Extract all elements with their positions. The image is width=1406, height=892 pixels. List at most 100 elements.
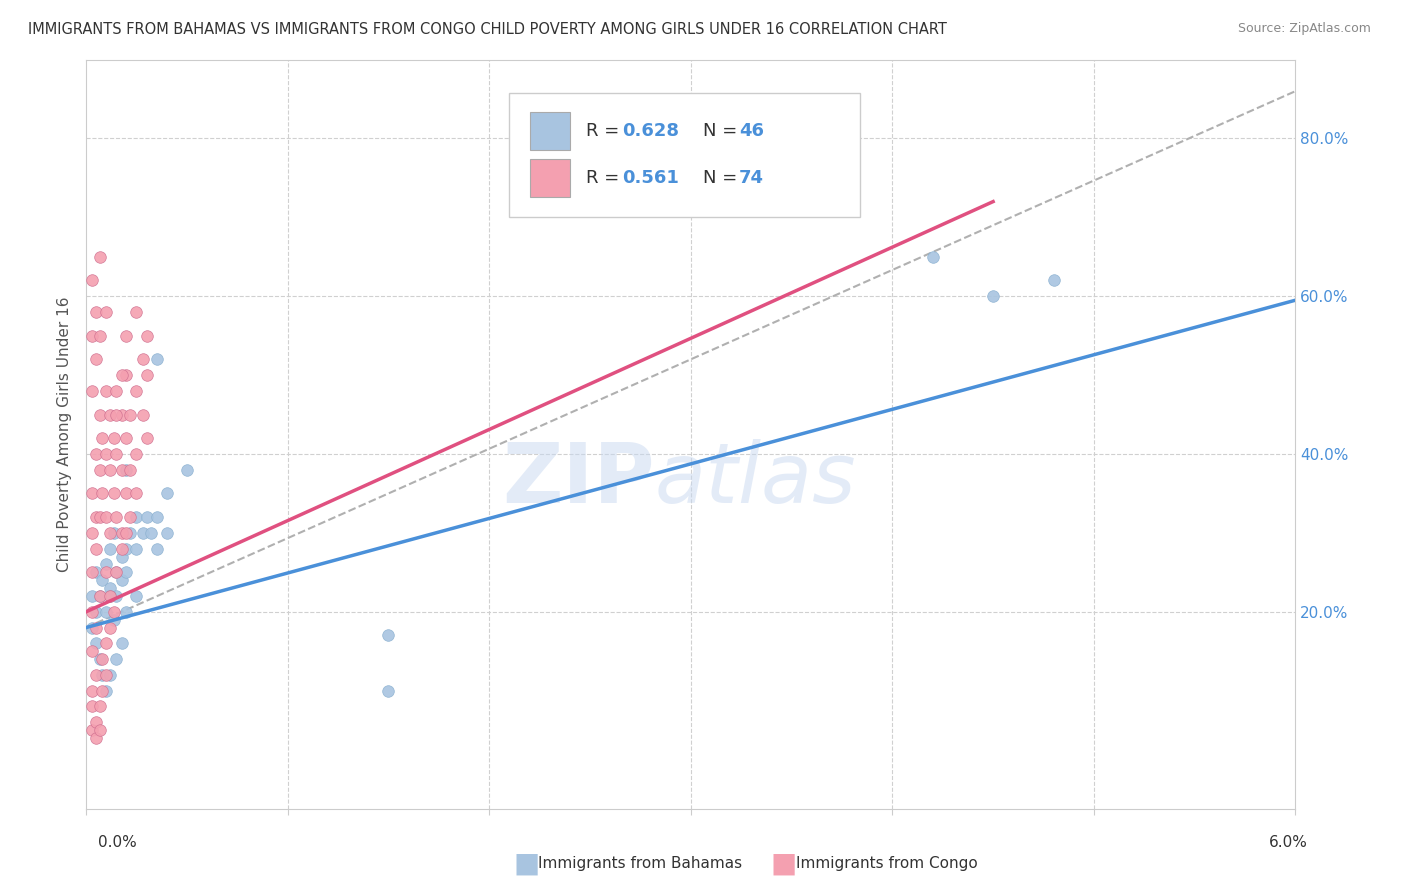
Point bbox=[115, 328, 138, 343]
Point bbox=[105, 652, 128, 666]
Text: N =: N = bbox=[703, 169, 742, 187]
Point bbox=[103, 605, 125, 619]
Point bbox=[89, 699, 111, 714]
Point bbox=[111, 549, 134, 564]
Point bbox=[115, 486, 138, 500]
Point bbox=[84, 305, 107, 319]
Point bbox=[84, 541, 107, 556]
Bar bbox=[530, 112, 569, 150]
Point bbox=[96, 683, 118, 698]
Point bbox=[111, 541, 134, 556]
Point bbox=[115, 431, 138, 445]
Point bbox=[120, 525, 142, 540]
Point bbox=[115, 525, 138, 540]
Text: Immigrants from Congo: Immigrants from Congo bbox=[796, 856, 977, 871]
Point bbox=[89, 408, 111, 422]
Point bbox=[98, 668, 121, 682]
Text: Immigrants from Bahamas: Immigrants from Bahamas bbox=[538, 856, 742, 871]
Point bbox=[84, 566, 107, 580]
Point bbox=[89, 723, 111, 738]
Point bbox=[96, 384, 118, 398]
Point bbox=[89, 652, 111, 666]
Point bbox=[89, 463, 111, 477]
Point bbox=[98, 541, 121, 556]
Point bbox=[115, 566, 138, 580]
Point bbox=[135, 510, 157, 524]
Text: 46: 46 bbox=[740, 122, 763, 140]
Text: atlas: atlas bbox=[654, 439, 856, 520]
Point bbox=[125, 305, 148, 319]
Text: R =: R = bbox=[585, 122, 624, 140]
Point bbox=[981, 289, 1004, 303]
Point bbox=[98, 589, 121, 603]
Point bbox=[96, 558, 118, 572]
Point bbox=[105, 566, 128, 580]
Point bbox=[89, 510, 111, 524]
Point bbox=[96, 668, 118, 682]
Point bbox=[82, 328, 104, 343]
Point bbox=[96, 447, 118, 461]
Point bbox=[82, 621, 104, 635]
Point bbox=[84, 668, 107, 682]
Point bbox=[120, 408, 142, 422]
Point bbox=[377, 683, 399, 698]
Point bbox=[98, 581, 121, 595]
Point bbox=[105, 510, 128, 524]
Point bbox=[89, 589, 111, 603]
Point bbox=[176, 463, 198, 477]
Point bbox=[98, 525, 121, 540]
Point bbox=[145, 510, 167, 524]
Point bbox=[89, 589, 111, 603]
Point bbox=[125, 447, 148, 461]
Point bbox=[377, 628, 399, 642]
Point bbox=[111, 463, 134, 477]
Bar bbox=[530, 160, 569, 197]
Point bbox=[125, 486, 148, 500]
Point bbox=[921, 250, 943, 264]
Text: ■: ■ bbox=[770, 849, 797, 878]
Point bbox=[111, 636, 134, 650]
Point bbox=[135, 328, 157, 343]
Text: IMMIGRANTS FROM BAHAMAS VS IMMIGRANTS FROM CONGO CHILD POVERTY AMONG GIRLS UNDER: IMMIGRANTS FROM BAHAMAS VS IMMIGRANTS FR… bbox=[28, 22, 948, 37]
Point bbox=[103, 431, 125, 445]
Text: N =: N = bbox=[703, 122, 742, 140]
Point bbox=[96, 305, 118, 319]
Point bbox=[120, 510, 142, 524]
Point bbox=[82, 605, 104, 619]
Point bbox=[103, 486, 125, 500]
Point bbox=[84, 605, 107, 619]
Point bbox=[84, 447, 107, 461]
Point bbox=[84, 510, 107, 524]
Text: ZIP: ZIP bbox=[502, 439, 654, 520]
Point bbox=[82, 273, 104, 287]
Point bbox=[96, 636, 118, 650]
Point bbox=[98, 589, 121, 603]
Point bbox=[96, 605, 118, 619]
Text: 0.0%: 0.0% bbox=[98, 836, 138, 850]
Point bbox=[1042, 273, 1064, 287]
Point bbox=[82, 525, 104, 540]
Point bbox=[82, 699, 104, 714]
Point bbox=[125, 541, 148, 556]
Point bbox=[135, 368, 157, 383]
Point bbox=[115, 541, 138, 556]
Point bbox=[96, 566, 118, 580]
Point bbox=[139, 525, 162, 540]
Point bbox=[91, 431, 114, 445]
Point bbox=[115, 605, 138, 619]
Point bbox=[91, 668, 114, 682]
Point bbox=[125, 589, 148, 603]
Point bbox=[84, 621, 107, 635]
Point bbox=[103, 525, 125, 540]
Point bbox=[125, 384, 148, 398]
Point bbox=[84, 352, 107, 367]
Point bbox=[105, 566, 128, 580]
Point bbox=[84, 715, 107, 730]
Point bbox=[131, 352, 153, 367]
Point bbox=[105, 384, 128, 398]
Text: 6.0%: 6.0% bbox=[1268, 836, 1308, 850]
Point bbox=[84, 636, 107, 650]
Point bbox=[89, 328, 111, 343]
Point bbox=[111, 408, 134, 422]
Point bbox=[135, 431, 157, 445]
